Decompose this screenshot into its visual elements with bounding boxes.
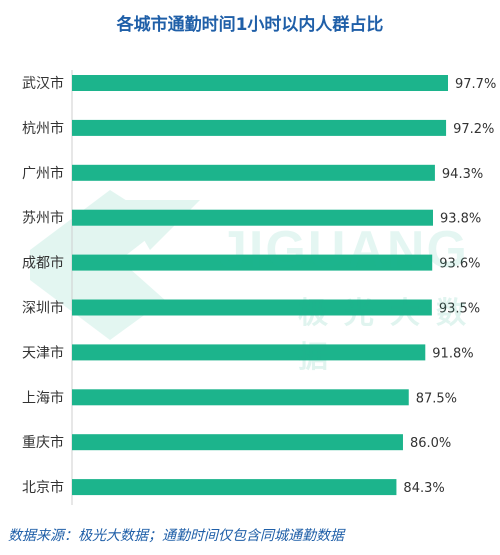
category-label: 成都市 [22,255,64,272]
value-label: 86.0% [410,436,451,451]
bar [72,479,397,496]
category-label: 杭州市 [22,120,64,137]
bar [72,164,435,181]
value-label: 84.3% [403,481,444,496]
value-label: 91.8% [432,346,473,361]
category-label: 上海市 [22,389,64,406]
source-note: 数据来源：极光大数据；通勤时间仅包含同城通勤数据 [8,528,344,544]
value-label: 93.8% [440,212,481,227]
category-label: 北京市 [22,479,64,496]
value-label: 97.2% [453,122,494,137]
category-label: 天津市 [22,344,64,361]
chart-title: 各城市通勤时间1小时以内人群占比 [116,15,384,35]
bar [72,119,447,136]
category-label: 武汉市 [22,75,64,92]
bar [72,389,409,406]
bar [72,299,432,316]
value-label: 97.7% [455,77,496,92]
bar [72,209,433,226]
bar [72,75,448,91]
value-label: 87.5% [416,391,457,406]
bar [72,434,403,451]
category-label: 苏州市 [22,210,64,227]
category-label: 广州市 [22,165,64,182]
bar [72,344,426,361]
category-label: 深圳市 [22,300,64,317]
value-label: 93.6% [439,257,480,272]
value-label: 93.5% [439,302,480,317]
bar [72,254,433,271]
value-label: 94.3% [442,167,483,182]
category-label: 重庆市 [22,434,64,451]
